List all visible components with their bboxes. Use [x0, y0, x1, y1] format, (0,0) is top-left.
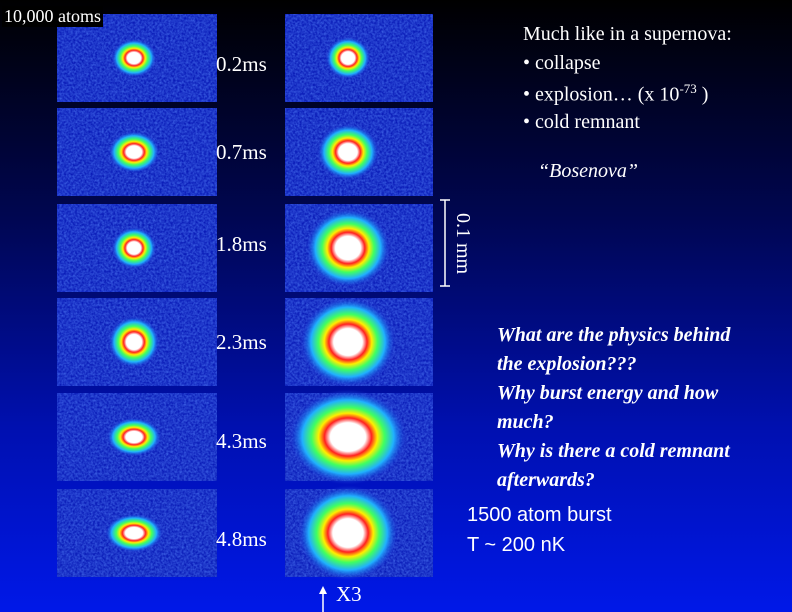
magnification: X3 [336, 582, 362, 606]
atom-cloud [106, 417, 162, 457]
atom-cloud [105, 513, 163, 553]
burst-text: T ~ 200 nK [467, 534, 566, 556]
time-label: 1.8ms [216, 232, 267, 256]
atom-cloud [108, 131, 160, 173]
nickname: “Bosenova” [538, 160, 638, 182]
question: What are the physics behind [497, 324, 731, 346]
arrow-head [319, 586, 327, 594]
atom-cloud [289, 389, 407, 485]
question: the explosion??? [497, 353, 637, 375]
question: Why is there a cold remnant [497, 440, 730, 462]
time-label: 4.3ms [216, 429, 267, 453]
atom-cloud [297, 485, 399, 581]
scale-label: 0.1 mm [452, 212, 475, 275]
bullet: • explosion… (x 10-73 ) [523, 81, 708, 107]
bullet-text: • explosion… (x 10 [523, 83, 680, 106]
question: afterwards? [497, 469, 595, 491]
atom-cloud [111, 38, 157, 78]
question: much? [497, 411, 554, 433]
note-heading: Much like in a supernova: [523, 23, 732, 45]
atom-cloud [325, 37, 371, 79]
bullet: • cold remnant [523, 111, 640, 133]
atom-cloud [317, 124, 379, 180]
bullet-text: ) [696, 83, 709, 106]
question: Why burst energy and how [497, 382, 719, 404]
time-label: 0.7ms [216, 140, 267, 164]
atom-cloud [306, 208, 390, 288]
time-label: 4.8ms [216, 527, 267, 551]
burst-text: 1500 atom burst [467, 504, 612, 526]
bullet: • collapse [523, 52, 601, 74]
exponent: -73 [679, 81, 697, 96]
atom-cloud [300, 297, 396, 387]
atom-cloud [111, 227, 157, 269]
time-label: 2.3ms [216, 330, 267, 354]
atoms-label: 10,000 atoms [2, 6, 103, 27]
atom-cloud [108, 316, 160, 368]
time-label: 0.2ms [216, 52, 267, 76]
